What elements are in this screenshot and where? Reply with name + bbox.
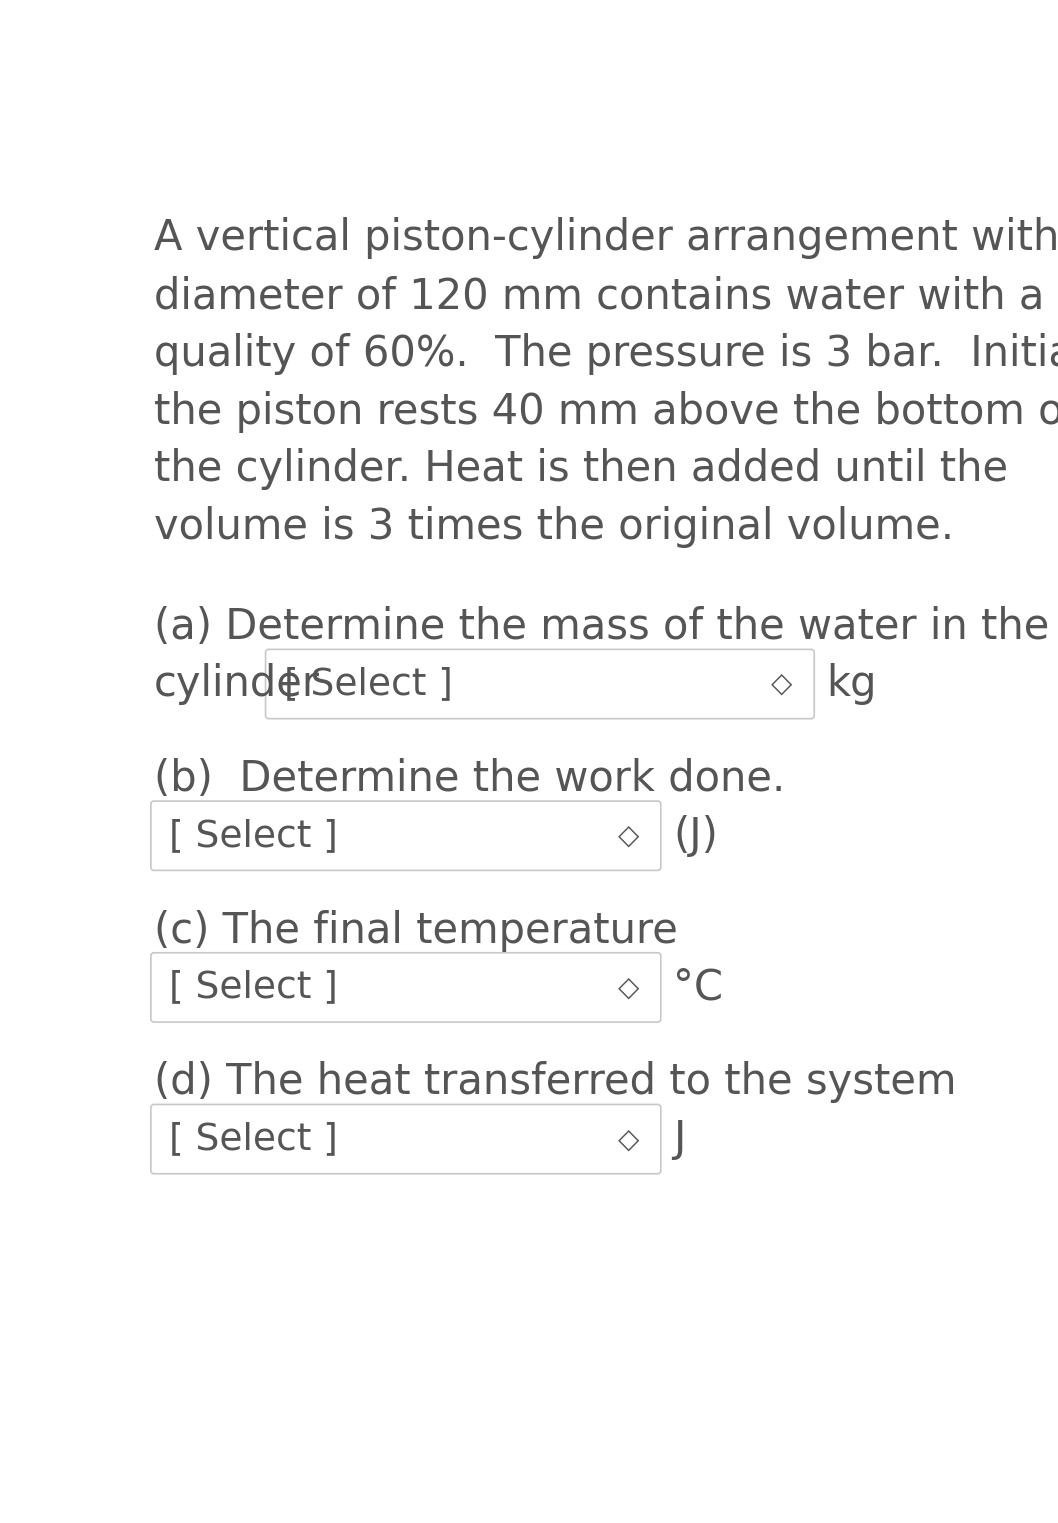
Text: quality of 60%.  The pressure is 3 bar.  Initially: quality of 60%. The pressure is 3 bar. I… — [154, 334, 1058, 375]
Text: ◇: ◇ — [771, 670, 792, 698]
Text: [ Select ]: [ Select ] — [285, 666, 453, 702]
Text: [ Select ]: [ Select ] — [169, 818, 339, 854]
FancyBboxPatch shape — [266, 649, 815, 719]
Text: (d) The heat transferred to the system: (d) The heat transferred to the system — [154, 1062, 956, 1103]
Text: ◇: ◇ — [618, 1125, 639, 1153]
FancyBboxPatch shape — [151, 953, 661, 1022]
Text: (a) Determine the mass of the water in the: (a) Determine the mass of the water in t… — [154, 606, 1050, 649]
Text: [ Select ]: [ Select ] — [169, 1121, 339, 1157]
FancyBboxPatch shape — [151, 801, 661, 870]
FancyBboxPatch shape — [151, 1104, 661, 1174]
Text: the piston rests 40 mm above the bottom of: the piston rests 40 mm above the bottom … — [154, 391, 1058, 433]
Text: A vertical piston-cylinder arrangement with a: A vertical piston-cylinder arrangement w… — [154, 218, 1058, 259]
Text: [ Select ]: [ Select ] — [169, 970, 339, 1005]
Text: (J): (J) — [673, 815, 718, 857]
Text: kg: kg — [826, 663, 877, 705]
Text: (b)  Determine the work done.: (b) Determine the work done. — [154, 758, 785, 800]
Text: the cylinder. Heat is then added until the: the cylinder. Heat is then added until t… — [154, 448, 1008, 490]
Text: diameter of 120 mm contains water with a: diameter of 120 mm contains water with a — [154, 276, 1044, 317]
Text: ◇: ◇ — [618, 973, 639, 1002]
Text: (c) The final temperature: (c) The final temperature — [154, 909, 678, 952]
Text: °C: °C — [673, 967, 724, 1008]
Text: cylinder: cylinder — [154, 663, 320, 705]
Text: ◇: ◇ — [618, 822, 639, 850]
Text: J: J — [673, 1118, 686, 1161]
Text: volume is 3 times the original volume.: volume is 3 times the original volume. — [154, 506, 954, 548]
